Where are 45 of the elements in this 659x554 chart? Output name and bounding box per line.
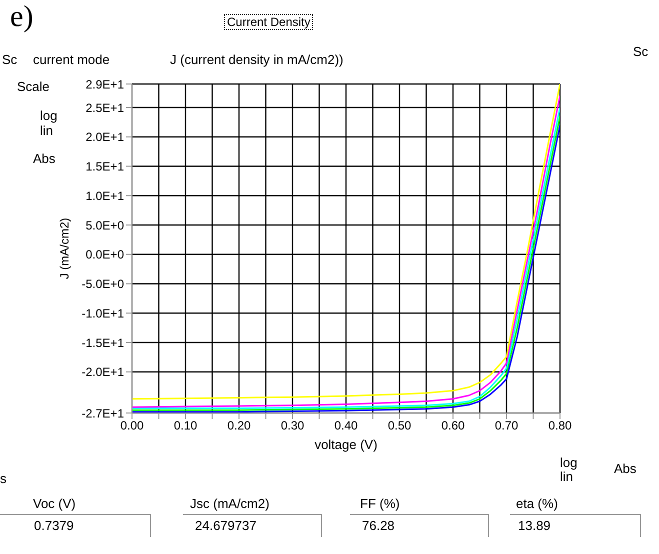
text: Voc (V)	[33, 496, 76, 512]
text: Abs	[33, 151, 56, 167]
text: 0.7379	[34, 518, 74, 534]
x-tick-label: 0.70	[494, 418, 518, 433]
x-tick-label: 0.00	[120, 418, 144, 433]
text: eta (%)	[516, 496, 558, 512]
y-axis-title: J (mA/cm2)	[57, 218, 72, 280]
y-tick-label: 1.5E+1	[86, 160, 124, 174]
y-tick-label: -5.0E+0	[82, 277, 124, 292]
text: 76.28	[362, 518, 395, 534]
text: 13.89	[518, 518, 551, 534]
text: Jsc (mA/cm2)	[190, 496, 270, 512]
text: Scale	[17, 79, 50, 95]
text: log	[40, 108, 58, 124]
text: Abs	[614, 461, 636, 477]
chart-title: Current Density	[224, 14, 314, 30]
x-tick-label: 0.20	[227, 418, 251, 433]
y-tick-label: 2.5E+1	[86, 100, 124, 115]
y-tick-label: 5.0E+0	[86, 218, 124, 232]
y-tick-label: -1.5E+1	[82, 336, 124, 350]
x-tick-label: 0.30	[280, 418, 304, 433]
y-tick-label: 2.0E+1	[86, 130, 124, 144]
text: Sc	[633, 44, 648, 60]
x-tick-label: 0.60	[441, 418, 465, 433]
text: 24.679737	[195, 518, 256, 534]
x-tick-label: 0.80	[548, 418, 572, 433]
x-tick-label: 0.40	[334, 418, 358, 433]
y-tick-label: -1.0E+1	[82, 306, 124, 320]
text: current mode	[33, 52, 110, 68]
y-tick-label: -2.0E+1	[82, 365, 124, 380]
x-tick-label: 0.10	[174, 418, 198, 433]
text: FF (%)	[360, 496, 400, 512]
y-tick-label: 0.0E+0	[86, 248, 124, 262]
text: lin	[40, 123, 54, 139]
y-tick-label: 1.0E+1	[86, 188, 124, 203]
y-tick-label: 2.9E+1	[86, 77, 124, 92]
text: log	[560, 455, 578, 471]
x-axis-title: voltage (V)	[314, 437, 378, 452]
text: lin	[560, 469, 574, 485]
text: Sc	[2, 52, 18, 68]
y-tick-label: -2.7E+1	[82, 406, 124, 420]
x-tick-label: 0.50	[388, 418, 412, 433]
text: e)	[10, 0, 34, 34]
text: s	[0, 471, 6, 487]
text: J (current density in mA/cm2))	[170, 52, 344, 68]
